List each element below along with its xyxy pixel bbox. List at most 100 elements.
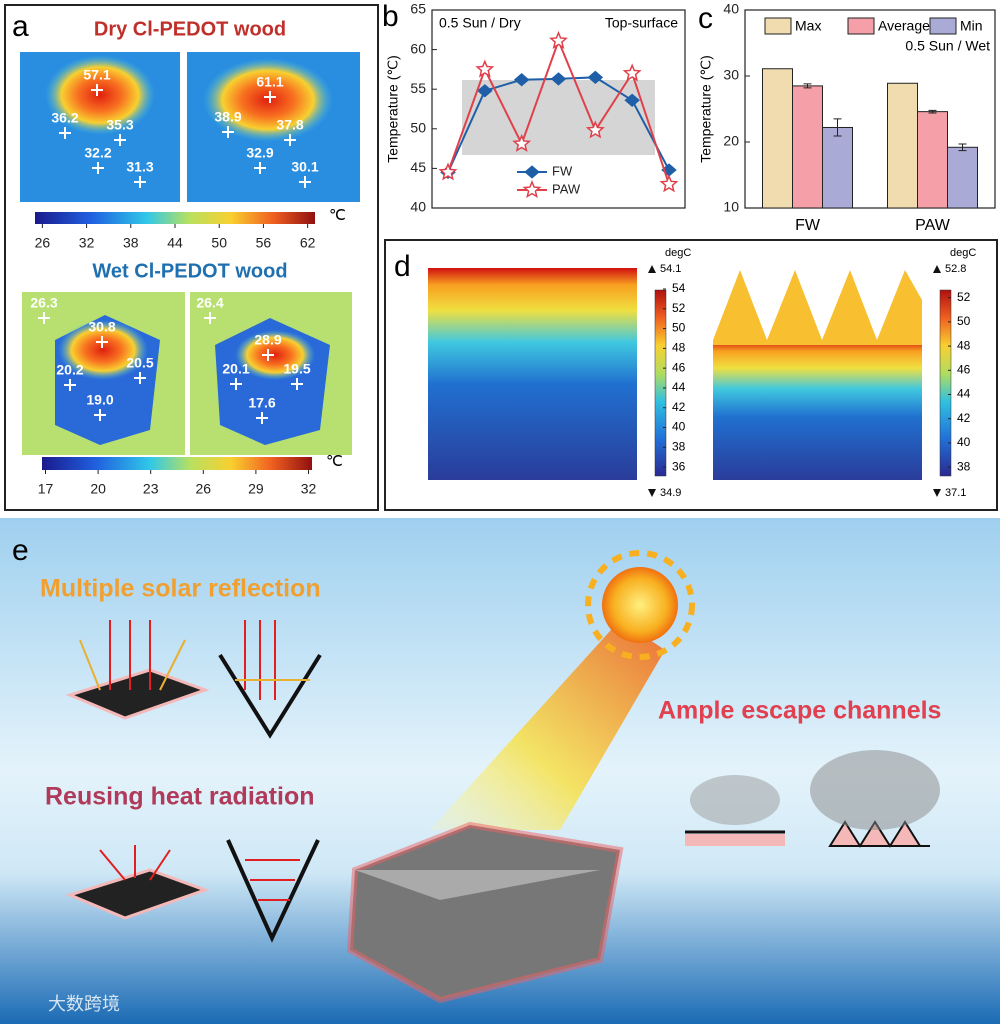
y-tick-label: 10: [723, 199, 739, 215]
colorbar-tick-label: 44: [167, 235, 183, 251]
simulation-maps: [428, 265, 952, 497]
legend-swatch: [929, 17, 957, 35]
colorbar-tick-label: 44: [957, 387, 971, 401]
colorbar-tick-label: 44: [672, 380, 686, 394]
data-point: [549, 30, 568, 49]
data-point: [585, 120, 605, 139]
legend-marker: [524, 165, 540, 179]
data-point: [550, 72, 567, 86]
marker-cross: [291, 378, 303, 390]
marker-cross: [299, 176, 311, 188]
y-axis-label: Temperature (℃): [385, 55, 401, 163]
legend-swatch: [847, 17, 875, 35]
error-bar: [833, 118, 842, 137]
temperature-reading: 36.2: [51, 110, 78, 126]
data-point: [622, 63, 642, 82]
colorbar-tick-label: 52: [672, 301, 686, 315]
marker-cross: [94, 409, 106, 421]
colorbar-tick-label: 62: [300, 235, 316, 251]
temperature-reading: 35.3: [106, 117, 133, 133]
temperature-reading: 17.6: [248, 395, 275, 411]
panel-a-frame: [4, 4, 379, 511]
x-tick-label: PAW: [915, 217, 951, 234]
bar: [887, 82, 918, 209]
panel-label: e: [12, 534, 29, 567]
colorbar-tick-label: 50: [672, 321, 686, 335]
legend-marker: [522, 180, 542, 199]
colorbar-tick-label: 32: [79, 235, 95, 251]
marker-cross: [134, 372, 146, 384]
marker-cross: [91, 84, 103, 96]
colorbar-tick-label: 26: [196, 481, 212, 497]
legend-label: FW: [552, 163, 573, 178]
temperature-reading: 19.5: [283, 361, 310, 377]
colorbar-tick-label: 20: [90, 481, 106, 497]
panel-label: a: [12, 10, 29, 43]
illustration: [65, 550, 940, 1004]
colorbar-tick-label: 26: [35, 235, 51, 251]
error-bar: [803, 83, 812, 89]
y-tick-label: 65: [410, 1, 426, 17]
legend-label: Average: [878, 18, 930, 34]
temperature-reading: 32.2: [84, 145, 111, 161]
marker-cross: [134, 176, 146, 188]
data-point: [624, 93, 640, 107]
watermark: 大数跨境: [48, 994, 120, 1014]
temperature-reading: 26.4: [196, 295, 223, 311]
colorbar-tick-label: 48: [957, 338, 971, 352]
temperature-reading: 32.9: [246, 145, 273, 161]
colorbar-tick-label: 50: [211, 235, 227, 251]
data-point: [513, 73, 530, 87]
bar: [792, 85, 823, 209]
plot-frame: [431, 9, 686, 209]
data-point: [587, 70, 604, 84]
y-tick-label: 20: [723, 133, 739, 149]
panel-title: Wet Cl-PEDOT wood: [92, 260, 287, 282]
panel-label: c: [698, 2, 713, 35]
marker-cross: [284, 134, 296, 146]
legend-label: Max: [795, 18, 821, 34]
temperature-reading: 30.1: [291, 159, 318, 175]
annotation: 0.5 Sun / Dry: [439, 15, 521, 31]
y-tick-label: 60: [410, 40, 426, 56]
colorbar-unit: degC: [665, 247, 691, 259]
legend-swatch: [764, 17, 792, 35]
marker-cross: [96, 336, 108, 348]
temperature-reading: 28.9: [254, 332, 281, 348]
data-point: [659, 174, 679, 193]
marker-cross: [114, 134, 126, 146]
data-point: [438, 162, 458, 181]
colorbar-tick-label: 50: [957, 314, 971, 328]
legend-label: Min: [960, 18, 983, 34]
colorbar-tick-label: 54: [672, 281, 686, 295]
legend-label: PAW: [552, 181, 581, 196]
caption: Reusing heat radiation: [45, 783, 314, 811]
colorbar-max: 54.1: [660, 263, 681, 275]
panel-title: Dry Cl-PEDOT wood: [94, 18, 286, 40]
colorbar-tick-label: 38: [957, 459, 971, 473]
colorbar-tick-label: 56: [256, 235, 272, 251]
temperature-reading: 31.3: [126, 159, 153, 175]
y-tick-label: 40: [723, 1, 739, 17]
marker-cross: [92, 162, 104, 174]
colorbar-tick-label: 32: [301, 481, 317, 497]
panel-d-frame: [384, 239, 998, 511]
temperature-reading: 20.2: [56, 362, 83, 378]
colorbar-tick-label: 40: [672, 420, 686, 434]
y-tick-label: 45: [410, 159, 426, 175]
colorbar-tick-label: 42: [957, 411, 971, 425]
marker-cross: [59, 127, 71, 139]
colorbar-max: 52.8: [945, 263, 966, 275]
colorbar-tick-label: 38: [123, 235, 139, 251]
colorbar-min: 34.9: [660, 487, 681, 499]
marker-cross: [38, 312, 50, 324]
x-tick-label: FW: [795, 217, 821, 234]
marker-cross: [222, 126, 234, 138]
error-bar: [958, 143, 967, 152]
colorbar-tick-label: 29: [248, 481, 264, 497]
marker-cross: [204, 312, 216, 324]
colorbar-unit: ℃: [329, 207, 346, 224]
data-point: [475, 59, 495, 78]
data-point: [477, 84, 493, 98]
marker-cross: [254, 162, 266, 174]
